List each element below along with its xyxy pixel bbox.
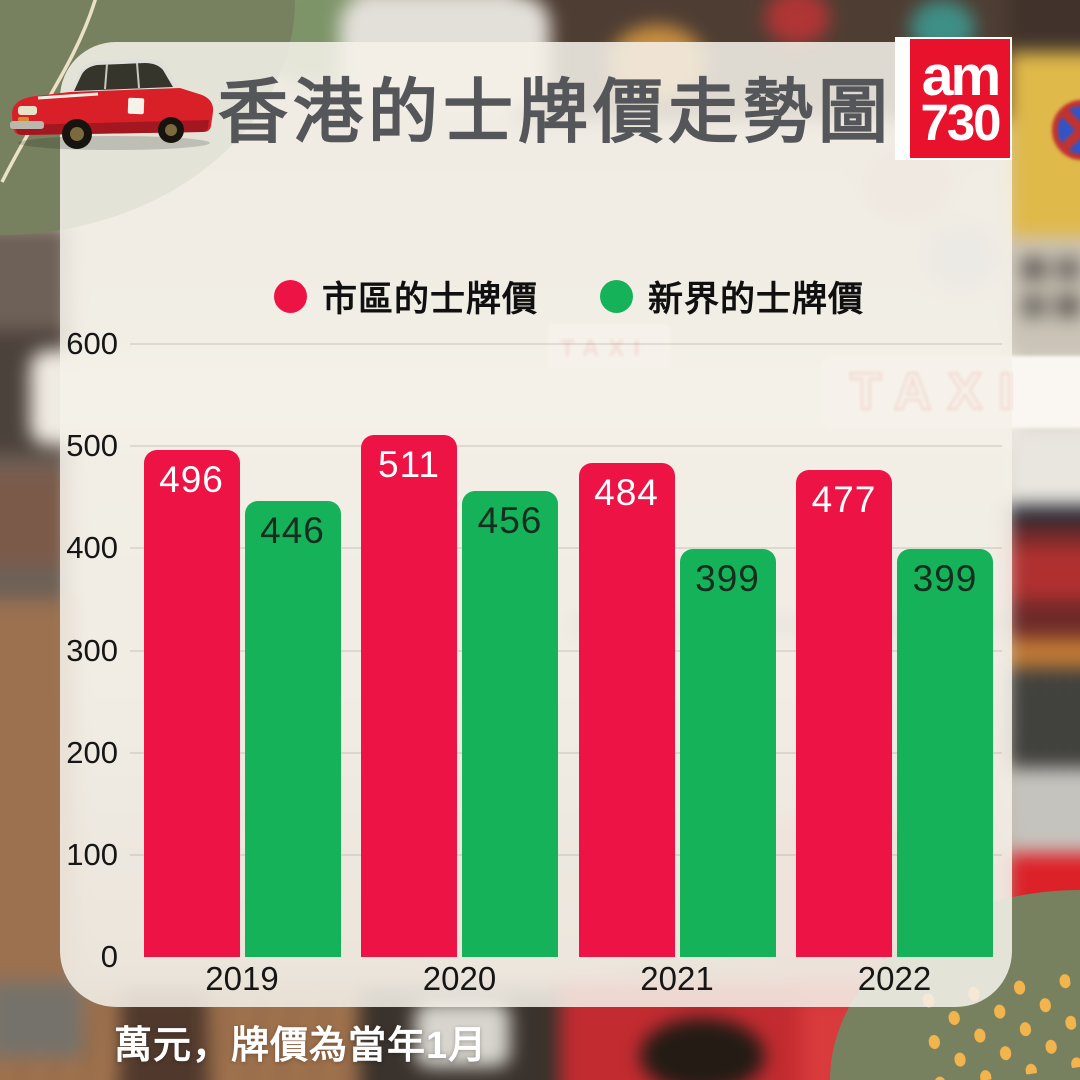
- red-taxi-illustration: [10, 59, 214, 150]
- legend-dot-icon: [600, 280, 634, 313]
- gridline-400: [130, 547, 1002, 550]
- y-axis-tick-0: 0: [100, 939, 118, 974]
- bar-新界的士牌價-2022: 399: [897, 549, 993, 957]
- bar-value-label: 477: [811, 478, 877, 520]
- wheel-shadow: [640, 1018, 765, 1080]
- legend-dot-icon: [274, 280, 307, 313]
- y-axis-tick-300: 300: [66, 632, 118, 668]
- bar-value-label: 496: [159, 459, 224, 501]
- gridline-200: [130, 751, 1002, 754]
- page-title: 香港的士牌價走勢圖: [218, 73, 893, 151]
- legend-label: 新界的士牌價: [648, 280, 865, 319]
- y-axis-tick-100: 100: [66, 836, 118, 872]
- bar-新界的士牌價-2020: 456: [462, 491, 558, 957]
- bar-value-label: 456: [477, 500, 543, 542]
- bar-新界的士牌價-2019: 446: [244, 501, 341, 957]
- bar-value-label: 399: [912, 558, 978, 600]
- logo-text-am: am: [921, 43, 1001, 108]
- logo-text-730: 730: [920, 94, 1001, 152]
- legend-label: 市區的士牌價: [322, 280, 539, 319]
- y-axis-tick-600: 600: [66, 326, 118, 361]
- x-axis-label-2020: 2020: [422, 960, 497, 997]
- bar-市區的士牌價-2022: 477: [796, 469, 892, 957]
- bar-市區的士牌價-2020: 511: [361, 434, 457, 957]
- gridline-600: [130, 343, 1002, 345]
- bar-新界的士牌價-2021: 399: [679, 549, 776, 957]
- decor-curve-line: [0, 0, 97, 183]
- bar-value-label: 446: [260, 510, 325, 552]
- y-axis-tick-400: 400: [66, 530, 118, 566]
- bar-市區的士牌價-2021: 484: [578, 462, 675, 957]
- legend-item: 市區的士牌價: [274, 271, 538, 322]
- bar-value-label: 484: [594, 471, 659, 513]
- x-axis-label-2021: 2021: [640, 960, 714, 997]
- gridline-100: [130, 853, 1002, 856]
- am730-logo: am 730: [895, 37, 1012, 160]
- chart-footnote: 萬元，牌價為當年1月: [114, 1025, 488, 1067]
- chart-legend: 市區的士牌價 新界的士牌價: [274, 271, 864, 322]
- gridline-300: [130, 649, 1002, 652]
- bar-value-label: 399: [695, 558, 760, 600]
- bar-市區的士牌價-2019: 496: [143, 450, 240, 957]
- x-axis-label-2022: 2022: [857, 960, 932, 997]
- gridline-500: [130, 445, 1002, 448]
- x-axis-label-2019: 2019: [205, 960, 279, 997]
- bar-value-label: 511: [378, 443, 440, 485]
- y-axis-tick-500: 500: [66, 428, 118, 464]
- y-axis-tick-200: 200: [66, 734, 118, 770]
- legend-item: 新界的士牌價: [600, 271, 864, 322]
